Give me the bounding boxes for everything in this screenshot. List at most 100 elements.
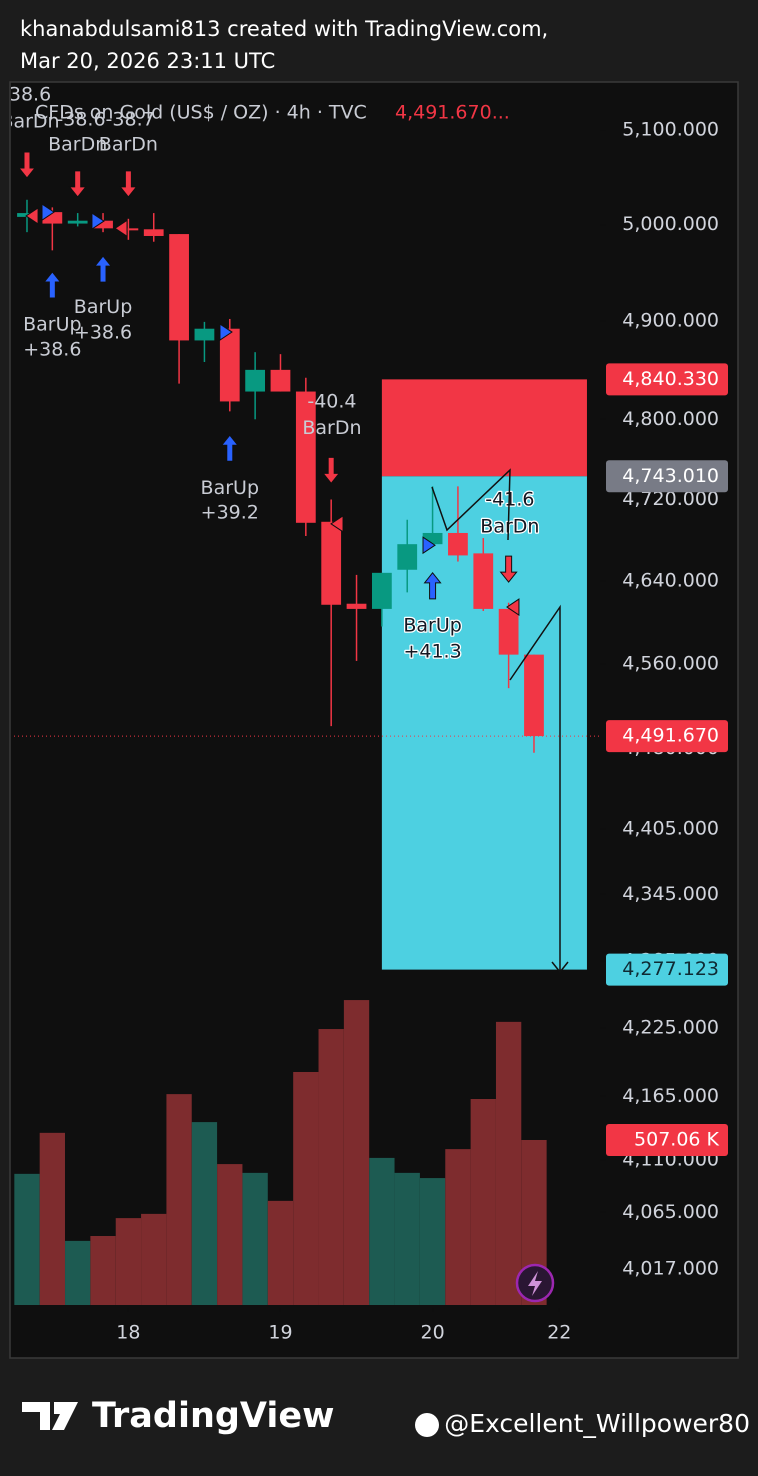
price-badge [606,953,728,986]
drawing-line [431,468,511,541]
signal-label: +38.6 [23,339,81,361]
signal-flag [219,323,233,341]
price-axis: 5,100.000 5,000.000 4,900.000 4,800.000 4,72… [600,119,728,1279]
x-tick-label: 19 [268,1322,292,1344]
signal-label: 38.6 [9,84,51,106]
volume-bar [495,1021,522,1305]
y-tick-label: 5,100.000 [622,119,719,141]
signal-flag [25,207,39,225]
volume-bar [343,1000,370,1305]
candle-body [371,572,392,609]
volume-bar [394,1172,420,1305]
drawing-arrowhead [551,961,569,974]
y-tick-label: 4,640.000 [622,570,719,592]
volume-bar [65,1240,91,1305]
candle-body [93,220,113,229]
candle-body [194,328,215,341]
y-tick-label: 4,345.000 [622,883,719,905]
signal-arrow [322,456,341,485]
drawing-line [509,604,561,970]
y-tick-label: 4,720.000 [622,488,719,510]
candle-body [169,234,189,341]
candle-body [321,521,342,605]
y-tick-label: 4,560.000 [622,653,719,675]
volume-bar [267,1200,294,1305]
signal-label: BarUp [23,314,81,336]
footer-handle: @Excellent_Willpower80 [444,1409,750,1438]
signal-arrow [68,170,87,198]
candle-body [270,369,291,392]
price-badge-label: 4,491.670 [622,725,719,747]
y-tick-label: 4,405.000 [622,818,719,840]
candle-body [524,654,544,737]
signal-label: BarDn [99,134,158,156]
signal-arrow [499,555,518,583]
volume-bar [293,1071,319,1305]
volume-bar [217,1164,243,1305]
footer: TradingView @Excellent_Willpower80 [22,1396,750,1438]
overlay: CFDs on Gold (US$ / OZ) · 4h · TVC 4,491… [35,102,569,1303]
volume-bar [318,1029,344,1305]
volume-bar [14,1173,40,1305]
signal-label: BarDn [302,417,361,439]
candle-body [498,608,519,655]
x-tick-label: 22 [547,1322,571,1344]
x-tick-label: 18 [116,1322,140,1344]
signal-arrow [119,170,138,198]
signal-flag [91,212,105,231]
signal-label: -38.6-38.7 [56,109,154,131]
candle-body [422,532,443,545]
signal-arrow [423,572,442,600]
signal-flag [422,536,436,555]
price-badge-label: 4,743.010 [622,465,719,487]
signal-arrow [17,151,37,179]
volume-bar [115,1218,142,1305]
y-tick-label: 4,225.000 [622,1017,719,1039]
y-tick-label: 4,800.000 [622,408,719,430]
volume-bar [419,1178,446,1305]
signal-label: BarUp [403,614,461,636]
volume-bar [191,1122,218,1305]
signal-label: +38.6 [74,322,132,344]
candle-body [245,369,266,392]
header-author: khanabdulsami813 created with TradingVie… [20,17,548,41]
signal-arrow [220,434,239,462]
position-stop-zone [381,379,587,477]
legend-price: 4,491.670... [395,102,510,124]
volume-bar [445,1149,471,1305]
signal-label: +39.2 [201,502,259,524]
volume-bar [90,1236,116,1305]
signal-label: BarUp [74,296,132,318]
signal-flag [506,598,520,616]
candle-body [473,553,494,609]
candle-body [219,328,240,402]
time-axis: 18 19 20 22 [116,1308,571,1344]
volume-bar [39,1132,65,1305]
candle-body [42,212,63,224]
tv-logo [22,1402,78,1430]
legend-text: CFDs on Gold (US$ / OZ) · 4h · TVC [35,102,367,124]
price-badge [606,460,728,493]
candle-body [143,229,164,236]
signal-label: BarUp [201,477,259,499]
signal-flag [41,203,55,222]
price-badge [606,720,728,753]
signal-arrow [43,271,62,299]
price-badge-label: 507.06 K [634,1128,720,1150]
candle-body [118,228,139,231]
lightning-glyph [528,1271,542,1296]
signal-label: +41.3 [403,641,461,663]
volume-bar [166,1094,192,1305]
y-tick-label: 4,900.000 [622,309,719,331]
signal-label: -40.4 [307,391,356,413]
plot-area: 38.6BarDn-38.6-38.7BarDnBarDnBarUp+38.6B… [0,84,600,1305]
footer-brand: TradingView [92,1396,334,1436]
price-badge-label: 4,840.330 [622,368,719,390]
signal-label: BarDn [0,110,59,132]
signal-flag [330,514,344,533]
signal-label: BarDn [480,515,539,537]
candle-body [67,220,88,224]
signal-arrow [93,255,113,283]
